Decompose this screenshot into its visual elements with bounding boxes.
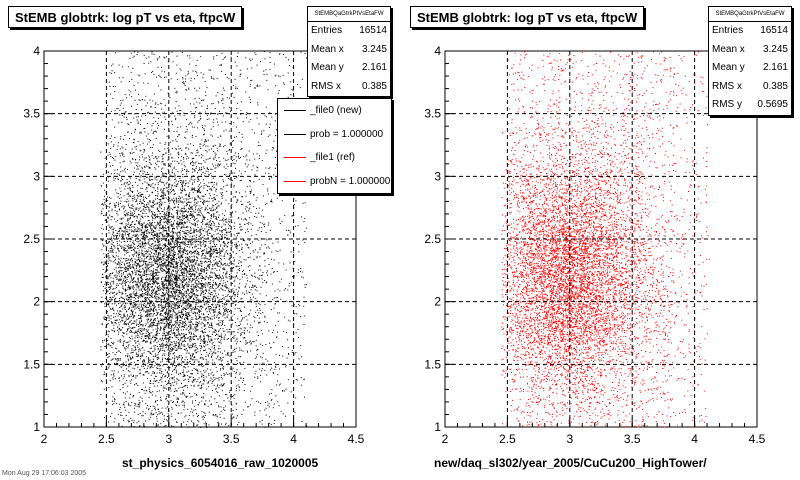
stats-row: RMS x 0.385	[308, 78, 390, 97]
x-tick-label: 3.5	[624, 432, 641, 446]
scatter-points	[100, 51, 308, 428]
stats-label: RMS x	[712, 80, 742, 92]
stats-value: 0.385	[762, 80, 788, 92]
scatter-points	[501, 51, 710, 428]
stats-row: RMS y 0.5695	[709, 96, 791, 115]
legend-entry: _file0 (new)	[278, 99, 391, 123]
legend-line-swatch	[284, 110, 306, 112]
stats-label: Mean y	[712, 62, 745, 73]
stats-value: 0.5695	[757, 99, 788, 110]
stats-label: RMS y	[712, 99, 742, 110]
y-tick-label: 1	[33, 420, 40, 434]
y-tick-label: 2	[434, 295, 441, 309]
stats-value: 16514	[359, 25, 387, 36]
stats-value: 16514	[760, 25, 788, 36]
y-tick-label: 3	[33, 169, 40, 183]
stats-value: 3.245	[361, 43, 387, 55]
y-tick-label: 3	[434, 169, 441, 183]
y-tick-label: 1	[434, 420, 441, 434]
x-tick-label: 3	[566, 432, 573, 446]
legend-label: _file0 (new)	[310, 105, 362, 117]
y-tick-label: 3.5	[424, 107, 441, 121]
x-tick-label: 3	[165, 432, 172, 446]
y-tick-label: 2	[33, 295, 40, 309]
x-tick-label: 2.5	[499, 432, 516, 446]
x-tick-label: 4.5	[348, 432, 365, 446]
legend-entry: prob = 1.000000	[278, 123, 391, 147]
legend-entry: _file1 (ref)	[278, 146, 391, 170]
stats-row: Entries 16514	[308, 22, 390, 41]
right-stats-box: StEMBQaGtrkPtVsEtaFW Entries 16514 Mean x 3…	[708, 6, 792, 116]
y-tick-label: 3.5	[23, 107, 40, 121]
right-x-axis-label: new/daq_sl302/year_2005/CuCu200_HighTowe…	[434, 456, 707, 470]
legend-line-swatch	[284, 157, 306, 159]
x-tick-label: 4.5	[749, 432, 766, 446]
stats-row: Entries 16514	[709, 22, 791, 41]
stats-label: Mean y	[311, 62, 344, 73]
x-tick-label: 4	[691, 432, 698, 446]
stats-name: StEMBQaGtrkPtVsEtaFW	[709, 7, 791, 22]
stats-label: Entries	[311, 25, 343, 36]
stats-row: Mean x 3.245	[308, 41, 390, 60]
stats-label: Mean x	[712, 43, 745, 55]
stats-value: 2.161	[361, 62, 387, 73]
legend-line-swatch	[284, 180, 306, 182]
legend-label: probN = 1.000000	[310, 175, 391, 187]
right-plot-title: StEMB globtrk: log pT vs eta, ftpcW	[410, 6, 645, 28]
legend-entry: probN = 1.000000	[278, 170, 391, 194]
x-tick-label: 3.5	[223, 432, 240, 446]
x-tick-label: 2	[41, 432, 48, 446]
x-tick-label: 4	[290, 432, 297, 446]
y-tick-label: 4	[33, 44, 40, 58]
left-plot-title: StEMB globtrk: log pT vs eta, ftpcW	[8, 6, 243, 28]
stats-row: RMS x 0.385	[709, 78, 791, 97]
stats-name: StEMBQaGtrkPtVsEtaFW	[308, 7, 390, 22]
x-tick-label: 2.5	[98, 432, 115, 446]
y-tick-label: 4	[434, 44, 441, 58]
stats-value: 0.385	[361, 80, 387, 92]
y-tick-label: 2.5	[424, 232, 441, 246]
stats-label: RMS x	[311, 80, 341, 92]
timestamp-footer: Mon Aug 29 17:06:03 2005	[2, 470, 87, 477]
stats-row: Mean x 3.245	[709, 41, 791, 60]
stats-row: Mean y 2.161	[308, 59, 390, 78]
stats-label: Entries	[712, 25, 744, 36]
stats-value: 2.161	[762, 62, 788, 73]
left-stats-box: StEMBQaGtrkPtVsEtaFW Entries 16514 Mean x 3…	[307, 6, 391, 97]
legend-label: prob = 1.000000	[310, 128, 384, 140]
left-x-axis-label: st_physics_6054016_raw_1020005	[122, 456, 319, 470]
stats-value: 3.245	[762, 43, 788, 55]
legend-box: _file0 (new) prob = 1.000000 _file1 (ref) p…	[277, 98, 392, 194]
stats-label: Mean x	[311, 43, 344, 55]
y-tick-label: 1.5	[424, 357, 441, 371]
y-tick-label: 2.5	[23, 232, 40, 246]
right-plot: 2 2.5 3 3.5 4 4.5 1 1.5 2 2.5 3 3.5 4	[424, 44, 765, 446]
x-tick-label: 2	[442, 432, 449, 446]
stats-row: Mean y 2.161	[709, 59, 791, 78]
y-tick-label: 1.5	[23, 357, 40, 371]
legend-line-swatch	[284, 133, 306, 135]
legend-label: _file1 (ref)	[310, 152, 356, 164]
